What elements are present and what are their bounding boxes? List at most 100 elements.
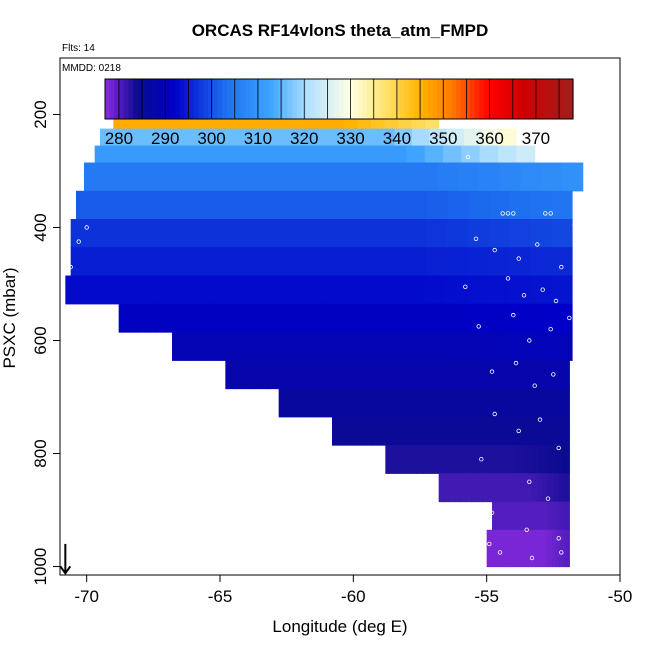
x-tick-label: -65 — [208, 587, 233, 606]
flight-point — [529, 555, 535, 561]
theta-cell — [326, 303, 346, 333]
flight-point — [553, 298, 559, 304]
theta-cell — [430, 416, 442, 446]
theta-cell — [458, 162, 480, 192]
theta-cell — [556, 501, 561, 531]
theta-cell — [550, 275, 573, 305]
theta-cell — [371, 416, 383, 446]
theta-cell — [537, 501, 541, 531]
colorbar-segment — [207, 79, 214, 119]
flight-point — [63, 344, 68, 349]
theta-cell — [338, 332, 356, 361]
theta-cell — [487, 473, 494, 503]
theta-cell — [408, 445, 417, 474]
theta-cell — [533, 501, 538, 531]
theta-cell — [467, 219, 490, 248]
plot-frame — [59, 57, 621, 576]
theta-layer — [118, 303, 573, 333]
flight-point — [567, 315, 572, 321]
flight-point — [463, 284, 468, 289]
theta-cell — [237, 219, 260, 248]
colorbar-segment — [470, 79, 476, 119]
theta-cell — [416, 162, 438, 192]
theta-cell — [411, 416, 422, 446]
theta-cell — [446, 128, 465, 147]
theta-cell — [425, 219, 448, 248]
theta-cell — [170, 275, 193, 305]
colorbar-segment — [343, 79, 349, 119]
x-tick-label: -70 — [74, 587, 99, 606]
theta-cell — [493, 529, 498, 568]
theta-cell — [384, 219, 406, 248]
theta-cell — [154, 219, 176, 248]
theta-cell — [530, 190, 552, 220]
colorbar-tick-label: 290 — [151, 129, 179, 148]
theta-cell — [238, 128, 257, 147]
theta-cell — [86, 275, 109, 305]
theta-cell — [490, 416, 501, 446]
colorbar-segment — [418, 79, 424, 119]
colorbar-segment — [530, 79, 537, 119]
theta-cell — [424, 275, 446, 305]
colorbar-segment — [399, 79, 406, 119]
colorbar-segment — [362, 79, 368, 119]
theta-cell — [438, 332, 456, 361]
theta-cell — [254, 360, 269, 390]
theta-cell — [517, 529, 522, 568]
theta-cell — [354, 360, 370, 390]
theta-cell — [222, 332, 240, 361]
theta-cell — [454, 360, 470, 390]
theta-cell — [104, 162, 127, 192]
theta-cell — [241, 145, 261, 164]
theta-cell — [562, 529, 567, 568]
theta-cell — [342, 247, 364, 277]
theta-cell — [172, 332, 190, 361]
theta-cell — [291, 162, 314, 192]
theta-cell — [96, 190, 118, 220]
theta-cell — [523, 445, 532, 474]
theta-cell — [521, 529, 526, 568]
theta-cell — [282, 190, 304, 220]
theta-cell — [213, 303, 233, 333]
flight-point — [492, 411, 497, 417]
colorbar-segment — [264, 79, 270, 119]
theta-cell — [383, 303, 403, 333]
theta-cell — [440, 360, 456, 390]
colorbar-segment — [385, 79, 392, 119]
colorbar-segment — [558, 79, 565, 119]
flight-point — [500, 211, 505, 216]
colorbar-segment — [540, 79, 546, 119]
theta-cell — [374, 162, 397, 192]
theta-cell — [406, 190, 428, 220]
theta-cell — [461, 145, 481, 164]
theta-cell — [297, 275, 320, 305]
colorbar-segment — [348, 79, 354, 119]
colorbar-segment — [516, 79, 523, 119]
theta-cell — [421, 416, 432, 446]
theta-cell — [495, 501, 500, 531]
colorbar-segment — [488, 79, 495, 119]
theta-cell — [312, 162, 334, 192]
theta-cell — [333, 162, 355, 192]
theta-cell — [288, 332, 306, 361]
theta-cell — [369, 145, 389, 164]
theta-cell — [455, 473, 462, 503]
theta-cell — [561, 445, 570, 474]
colorbar-segment — [446, 79, 452, 119]
theta-cell — [437, 162, 459, 192]
theta-cell — [404, 219, 427, 248]
theta-cell — [460, 416, 472, 446]
flight-point — [527, 479, 532, 484]
theta-layer — [225, 360, 570, 390]
theta-cell — [381, 416, 392, 446]
theta-cell — [496, 303, 516, 333]
theta-cell — [133, 247, 155, 277]
colorbar-segment — [409, 79, 415, 119]
theta-cell — [196, 247, 218, 277]
theta-cell — [167, 162, 189, 192]
theta-cell — [477, 445, 486, 474]
theta-cell — [363, 247, 385, 277]
colorbar-segment — [512, 79, 518, 119]
theta-cell — [431, 445, 440, 474]
theta-cell — [296, 145, 316, 164]
